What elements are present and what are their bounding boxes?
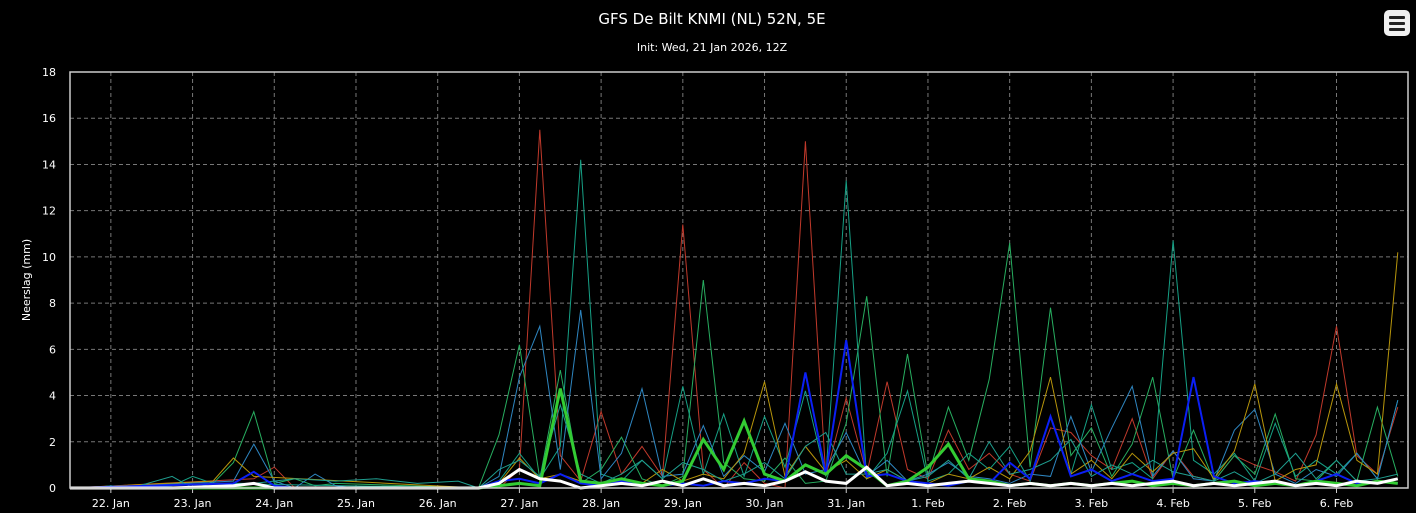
y-tick-label-3: 6 [49, 343, 56, 356]
series-group [69, 129, 1399, 490]
series-line-4 [69, 252, 1399, 489]
x-tick-label-5: 27. Jan [500, 497, 538, 510]
y-tick-label-9: 18 [42, 66, 56, 79]
y-tick-label-1: 2 [49, 436, 56, 449]
x-tick-label-2: 24. Jan [255, 497, 293, 510]
x-tick-label-15: 6. Feb [1320, 497, 1353, 510]
y-axis-ticks: 0 2 4 6 8 10 12 14 16 18 [42, 66, 56, 495]
plot-border [69, 71, 1409, 489]
series-line-8 [70, 465, 1399, 490]
y-tick-label-7: 14 [42, 158, 56, 171]
series-line-0 [69, 129, 1399, 489]
x-tick-label-1: 23. Jan [174, 497, 212, 510]
chart-title: GFS De Bilt KNMI (NL) 52N, 5E [598, 10, 825, 28]
x-tick-label-7: 29. Jan [664, 497, 702, 510]
series-line-1 [69, 242, 1399, 489]
x-axis-ticks: 22. Jan 23. Jan 24. Jan 25. Jan 26. Jan 27. J… [92, 488, 1353, 510]
y-tick-label-0: 0 [49, 482, 56, 495]
hamburger-menu-icon[interactable] [1384, 10, 1410, 36]
x-tick-label-8: 30. Jan [746, 497, 784, 510]
y-axis-label: Neerslag (mm) [20, 239, 33, 321]
x-tick-label-11: 2. Feb [993, 497, 1026, 510]
x-tick-label-3: 25. Jan [337, 497, 375, 510]
x-tick-label-9: 31. Jan [827, 497, 865, 510]
grid [70, 72, 1408, 488]
y-tick-label-4: 8 [49, 297, 56, 310]
series-line-3 [69, 309, 1399, 489]
x-tick-label-0: 22. Jan [92, 497, 130, 510]
y-tick-label-2: 4 [49, 390, 56, 403]
x-tick-label-13: 4. Feb [1156, 497, 1189, 510]
x-tick-label-12: 3. Feb [1075, 497, 1108, 510]
chart-subtitle: Init: Wed, 21 Jan 2026, 12Z [637, 41, 788, 54]
x-tick-label-6: 28. Jan [582, 497, 620, 510]
y-tick-label-6: 12 [42, 205, 56, 218]
x-tick-label-10: 1. Feb [911, 497, 944, 510]
series-line-5 [70, 403, 1398, 489]
x-tick-label-14: 5. Feb [1238, 497, 1271, 510]
y-tick-label-8: 16 [42, 112, 56, 125]
y-tick-label-5: 10 [42, 251, 56, 264]
x-tick-label-4: 26. Jan [419, 497, 457, 510]
series-line-7 [70, 388, 1398, 490]
series-line-2 [69, 159, 1399, 489]
